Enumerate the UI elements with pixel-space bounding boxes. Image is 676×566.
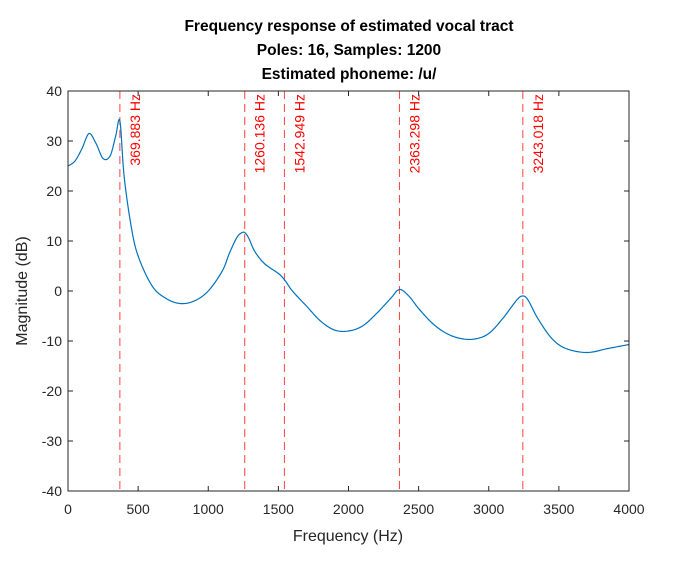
plot-area: 369.883 Hz 1260.136 Hz 1542.949 Hz 2363.298… (42, 83, 645, 517)
x-axis-ticks: 0 500 1000 1500 2000 2500 3000 3500 4000 (64, 91, 645, 517)
y-tick-label: -30 (42, 433, 62, 449)
y-axis-ticks: -40 -30 -20 -10 0 10 20 30 40 (42, 83, 629, 499)
y-tick-label: 20 (46, 183, 62, 199)
y-tick-label: 40 (46, 83, 62, 99)
x-tick-label: 3000 (473, 501, 504, 517)
y-tick-label: -20 (42, 383, 62, 399)
chart-title-line-1: Frequency response of estimated vocal tr… (184, 18, 513, 35)
x-tick-label: 500 (126, 501, 150, 517)
y-tick-label: 10 (46, 233, 62, 249)
chart-title-line-2: Poles: 16, Samples: 1200 (257, 42, 441, 59)
y-axis-label: Magnitude (dB) (14, 236, 31, 345)
y-tick-label: 0 (54, 283, 62, 299)
formant-markers: 369.883 Hz 1260.136 Hz 1542.949 Hz 2363.298… (119, 91, 546, 491)
x-tick-label: 1500 (263, 501, 294, 517)
frequency-response-line (67, 118, 630, 354)
formant-label: 2363.298 Hz (406, 94, 422, 173)
y-tick-label: -40 (42, 483, 62, 499)
x-tick-label: 2000 (333, 501, 364, 517)
formant-label: 1542.949 Hz (291, 94, 307, 173)
x-tick-label: 4000 (613, 501, 644, 517)
x-tick-label: 1000 (193, 501, 224, 517)
formant-label: 1260.136 Hz (252, 94, 268, 173)
x-tick-label: 3500 (543, 501, 574, 517)
formant-label: 369.883 Hz (127, 94, 143, 166)
y-tick-label: -10 (42, 333, 62, 349)
formant-label: 3243.018 Hz (530, 94, 546, 173)
x-tick-label: 0 (64, 501, 72, 517)
x-axis-label: Frequency (Hz) (293, 528, 403, 545)
x-tick-label: 2500 (403, 501, 434, 517)
y-tick-label: 30 (46, 133, 62, 149)
chart-title-line-3: Estimated phoneme: /u/ (262, 66, 438, 83)
plot-background (68, 91, 629, 491)
